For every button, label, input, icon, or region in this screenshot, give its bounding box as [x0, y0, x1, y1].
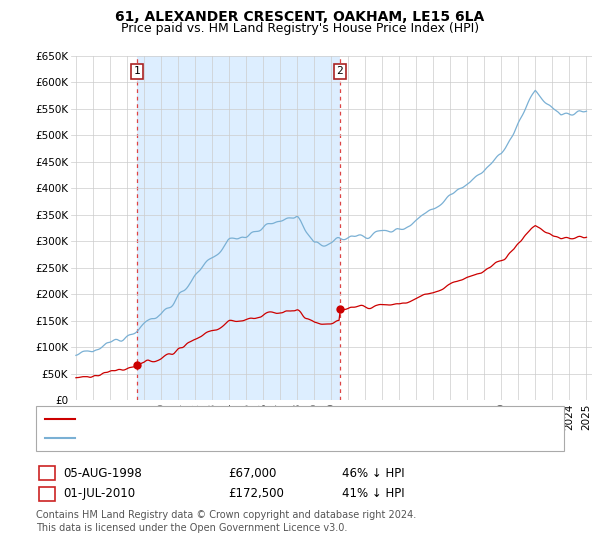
Text: Price paid vs. HM Land Registry's House Price Index (HPI): Price paid vs. HM Land Registry's House … — [121, 22, 479, 35]
Text: 41% ↓ HPI: 41% ↓ HPI — [342, 487, 404, 501]
Bar — [137, 56, 340, 400]
Text: 1: 1 — [43, 466, 50, 480]
Text: 2: 2 — [337, 67, 343, 77]
Text: £172,500: £172,500 — [228, 487, 284, 501]
Text: 46% ↓ HPI: 46% ↓ HPI — [342, 466, 404, 480]
Text: 61, ALEXANDER CRESCENT, OAKHAM, LE15 6LA: 61, ALEXANDER CRESCENT, OAKHAM, LE15 6LA — [115, 10, 485, 24]
Text: 61, ALEXANDER CRESCENT, OAKHAM, LE15 6LA (detached house): 61, ALEXANDER CRESCENT, OAKHAM, LE15 6LA… — [79, 413, 448, 423]
Text: Contains HM Land Registry data © Crown copyright and database right 2024.
This d: Contains HM Land Registry data © Crown c… — [36, 510, 416, 533]
Text: 1: 1 — [133, 67, 140, 77]
Text: £67,000: £67,000 — [228, 466, 277, 480]
Text: 05-AUG-1998: 05-AUG-1998 — [63, 466, 142, 480]
Text: 01-JUL-2010: 01-JUL-2010 — [63, 487, 135, 501]
Text: 2: 2 — [43, 487, 50, 501]
Text: HPI: Average price, detached house, Rutland: HPI: Average price, detached house, Rutl… — [79, 433, 329, 444]
